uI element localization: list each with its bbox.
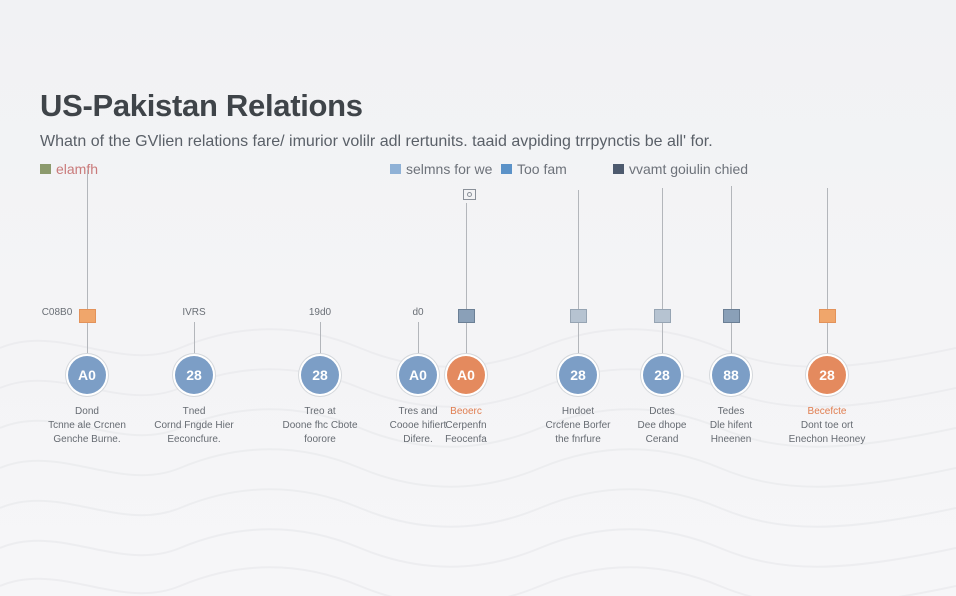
timeline-description-8: Tedes Dle hifent Hneenen xyxy=(679,405,783,447)
timeline-marker-5 xyxy=(458,309,475,323)
timeline-description-line: Cerand xyxy=(645,434,679,445)
timeline-connector-1 xyxy=(87,170,88,357)
timeline-description-line: Tres and xyxy=(398,406,438,417)
timeline-node-7: 28 xyxy=(643,356,681,394)
legend-swatch-2 xyxy=(390,164,401,174)
timeline-node-5: A0 xyxy=(447,356,485,394)
legend-item-2: selmns for we xyxy=(390,160,492,178)
timeline-description-line: Dctes xyxy=(649,406,675,417)
timeline-description-6: Hndoet Crcfene Borfer the fnrfure xyxy=(526,405,630,447)
timeline-connector-8 xyxy=(731,186,732,357)
background-pattern xyxy=(0,328,956,596)
timeline-connector-9 xyxy=(827,188,828,357)
timeline-description-line: Doone fhc Cbote xyxy=(282,420,358,431)
timeline-year-label-4: d0 xyxy=(412,307,424,318)
timeline-year-label-2: IVRS xyxy=(182,307,206,318)
legend-label-3: Too fam xyxy=(517,161,567,177)
timeline-description-line: Hneenen xyxy=(710,434,752,445)
timeline-connector-2 xyxy=(194,322,195,357)
timeline-description-3: Treo at Doone fhc Cbote foorore xyxy=(268,405,372,447)
legend-swatch-1 xyxy=(40,164,51,174)
timeline-description-line: Difere. xyxy=(403,434,433,445)
page-title: US-Pakistan Relations xyxy=(40,88,363,123)
legend-item-4: vvamt goiulin chied xyxy=(613,160,748,178)
timeline-node-2: 28 xyxy=(175,356,213,394)
timeline-description-line: Enechon Heoney xyxy=(788,434,866,445)
timeline-connector-5 xyxy=(466,203,467,357)
timeline-description-line: Dee dhope xyxy=(637,420,687,431)
timeline-connector-7 xyxy=(662,188,663,357)
timeline-description-line: Crcfene Borfer xyxy=(545,420,611,431)
timeline-description-line: Eeconcfure. xyxy=(167,434,221,445)
timeline-description-line: Feocenfa xyxy=(445,434,487,445)
timeline-node-6: 28 xyxy=(559,356,597,394)
timeline-description-line: Hndoet xyxy=(561,406,595,417)
timeline-node-3: 28 xyxy=(301,356,339,394)
timeline-description-line: Coooe hifiert xyxy=(389,420,447,431)
timeline-description-7: Dctes Dee dhope Cerand xyxy=(610,405,714,447)
legend-label-4: vvamt goiulin chied xyxy=(629,161,749,177)
timeline-description-line: Cerpenfn xyxy=(445,420,487,431)
timeline-description-line: Genche Burne. xyxy=(53,434,121,445)
timeline-year-label-1: C08B0 xyxy=(41,307,73,318)
timeline-description-line: Beoerc xyxy=(450,406,482,417)
timeline-marker-1 xyxy=(79,309,96,323)
timeline-description-1: Dond Tcnne ale Crcnen Genche Burne. xyxy=(35,405,139,447)
timeline-description-line: the fnrfure xyxy=(555,434,601,445)
timeline-description-line: Dle hifent xyxy=(709,420,753,431)
timeline-connector-3 xyxy=(320,322,321,357)
legend-item-3: Too fam xyxy=(501,160,567,178)
timeline-connector-6 xyxy=(578,190,579,357)
timeline-marker-7 xyxy=(654,309,671,323)
timeline-description-line: Tedes xyxy=(717,406,745,417)
legend-swatch-3 xyxy=(501,164,512,174)
timeline-node-4: A0 xyxy=(399,356,437,394)
legend-swatch-4 xyxy=(613,164,624,174)
timeline-connector-4 xyxy=(418,322,419,357)
timeline-year-label-3: 19d0 xyxy=(308,307,332,318)
timeline-description-line: Treo at xyxy=(304,406,336,417)
timeline-marker-9 xyxy=(819,309,836,323)
timeline-description-2: Tned Cornd Fngde Hier Eeconcfure. xyxy=(142,405,246,447)
timeline-description-line: Dont toe ort xyxy=(800,420,854,431)
timeline-description-4: Tres and Coooe hifiert Difere. xyxy=(366,405,470,447)
timeline-node-8: 88 xyxy=(712,356,750,394)
timeline-description-line: Becefcte xyxy=(807,406,847,417)
timeline-node-9: 28 xyxy=(808,356,846,394)
page-subtitle: Whatn of the GVlien relations fare/ imur… xyxy=(40,133,713,150)
timeline-description-line: Cornd Fngde Hier xyxy=(154,420,234,431)
timeline-node-1: A0 xyxy=(68,356,106,394)
timeline-description-line: Dond xyxy=(75,406,99,417)
timeline-marker-6 xyxy=(570,309,587,323)
timeline-description-line: Tcnne ale Crcnen xyxy=(48,420,126,431)
legend-label-2: selmns for we xyxy=(406,161,493,177)
timeline-description-line: foorore xyxy=(304,434,336,445)
timeline-description-5: Beoerc Cerpenfn Feocenfa xyxy=(414,405,518,447)
camera-icon xyxy=(463,189,476,200)
timeline-description-9: Becefcte Dont toe ort Enechon Heoney xyxy=(775,405,879,447)
timeline-marker-8 xyxy=(723,309,740,323)
timeline-description-line: Tned xyxy=(182,406,206,417)
